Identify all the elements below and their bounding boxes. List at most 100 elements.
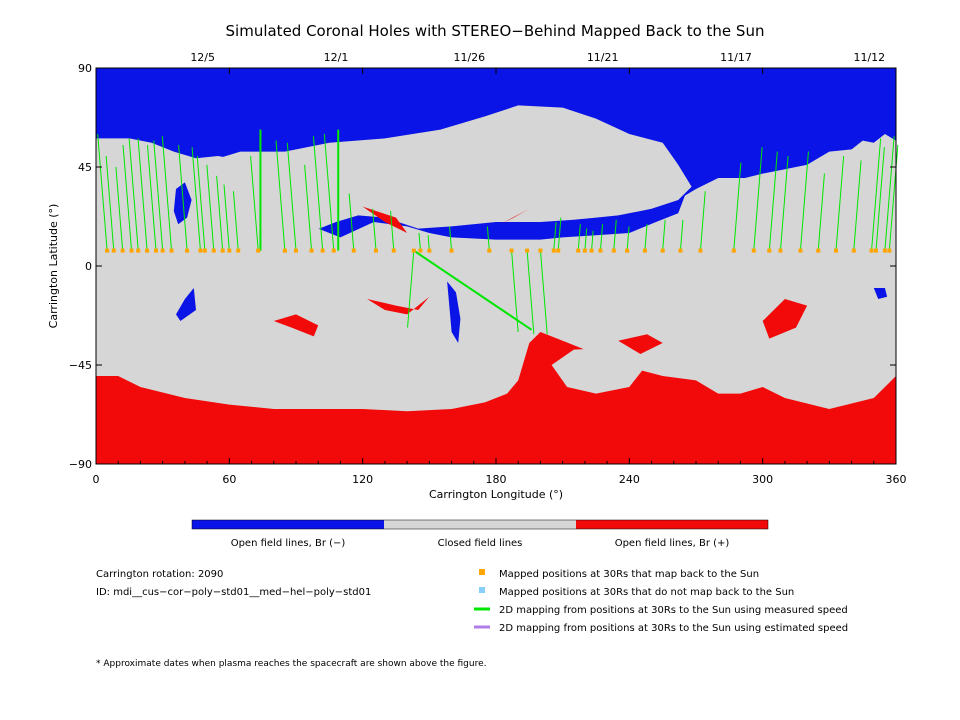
mapping-line <box>599 224 604 251</box>
mapping-line <box>232 191 239 251</box>
mapping-line <box>323 133 335 251</box>
x-tick-label: 180 <box>486 473 507 486</box>
mapping-line <box>799 151 809 251</box>
mapping-line <box>577 224 581 251</box>
mapped-position <box>678 248 683 253</box>
date-label: 11/26 <box>453 51 485 64</box>
colorbar-label: Open field lines, Br (+) <box>615 538 730 549</box>
mapped-position <box>169 248 174 253</box>
mapping-line <box>557 217 562 251</box>
mapped-position <box>198 248 203 253</box>
mapped-position <box>282 248 287 253</box>
field-region-4 <box>873 288 888 299</box>
mapping-line <box>626 226 630 251</box>
x-tick-label: 120 <box>352 473 373 486</box>
mapping-line <box>817 173 825 251</box>
mapping-line <box>407 250 415 328</box>
mapping-line <box>304 164 313 251</box>
mapping-line <box>216 175 224 251</box>
colorbar-segment <box>576 520 768 529</box>
mapped-position <box>309 248 314 253</box>
mapped-position <box>816 248 821 253</box>
legend: Mapped positions at 30Rs that map back t… <box>474 569 848 634</box>
mapped-position <box>154 248 158 253</box>
mapped-positions <box>105 248 892 253</box>
y-tick-label: 45 <box>78 161 92 174</box>
mapped-position <box>331 248 336 253</box>
mapping-lines <box>97 129 899 335</box>
field-region-5 <box>176 288 196 321</box>
mapping-line <box>449 226 453 251</box>
mapped-position <box>509 248 514 253</box>
mapped-position <box>834 248 838 253</box>
field-region-2 <box>173 182 192 225</box>
colorbar-label: Closed field lines <box>438 538 523 549</box>
mapping-line <box>699 191 706 251</box>
chart-title: Simulated Coronal Holes with STEREO−Behi… <box>226 22 765 40</box>
legend-label: 2D mapping from positions at 30Rs to the… <box>499 605 848 616</box>
mapped-position <box>136 248 141 253</box>
mapping-line <box>526 250 535 335</box>
mapped-position <box>598 248 603 253</box>
mapped-position <box>625 248 630 253</box>
mapping-line <box>486 226 490 251</box>
x-tick-label: 60 <box>222 473 236 486</box>
mapping-line <box>115 166 124 251</box>
date-label: 11/17 <box>720 51 752 64</box>
mapping-line <box>105 155 115 251</box>
x-axis: 0 60 120 180 240 300 360 <box>93 68 907 486</box>
colorbar: Open field lines, Br (−) Closed field lin… <box>191 519 769 549</box>
mapped-position <box>751 248 756 253</box>
mapping-line <box>128 138 139 251</box>
mapped-position <box>220 248 225 253</box>
mapping-line <box>779 155 789 251</box>
date-label: 11/12 <box>853 51 885 64</box>
y-tick-label: −90 <box>69 458 92 471</box>
y-tick-label: 0 <box>85 260 92 273</box>
plot-area <box>95 67 899 465</box>
mapping-line <box>613 219 617 251</box>
legend-marker-square <box>479 569 485 575</box>
mapping-line-long <box>413 249 533 331</box>
mapped-position <box>611 248 616 253</box>
mapping-line <box>662 219 666 251</box>
mapping-line <box>418 232 421 251</box>
mapping-line <box>153 140 164 251</box>
mapping-line <box>733 162 742 251</box>
mapped-position <box>185 248 190 253</box>
mapped-position <box>160 248 165 253</box>
legend-marker-square <box>479 587 485 593</box>
y-axis-label: Carrington Latitude (°) <box>47 204 60 329</box>
mapped-position <box>111 248 116 253</box>
mapped-position <box>538 248 543 253</box>
mapped-position <box>256 248 261 253</box>
mapping-line <box>223 184 230 251</box>
field-region-3 <box>447 281 461 343</box>
mapped-position <box>767 248 772 253</box>
mapping-line <box>871 138 882 251</box>
mapped-position <box>556 248 561 253</box>
mapping-line <box>539 250 548 335</box>
legend-label: 2D mapping from positions at 30Rs to the… <box>499 623 848 634</box>
mapping-line <box>553 221 557 251</box>
mapping-line <box>312 136 324 251</box>
mapped-position <box>874 248 878 253</box>
mapped-position <box>351 248 356 253</box>
field-regions <box>96 68 896 464</box>
mapping-line <box>275 140 286 251</box>
mapped-position <box>374 248 378 253</box>
mapped-position <box>145 248 150 253</box>
mapped-position <box>582 248 587 253</box>
mapped-position <box>211 248 216 253</box>
mapping-line <box>372 208 377 251</box>
mapped-position <box>391 248 396 253</box>
mapped-position <box>427 248 432 253</box>
field-region-1 <box>211 105 692 231</box>
field-region-6 <box>96 332 896 464</box>
mapping-line <box>250 155 259 251</box>
mapping-line <box>97 133 108 251</box>
x-tick-label: 360 <box>886 473 907 486</box>
mapped-position <box>202 248 207 253</box>
mapped-position <box>320 248 325 253</box>
